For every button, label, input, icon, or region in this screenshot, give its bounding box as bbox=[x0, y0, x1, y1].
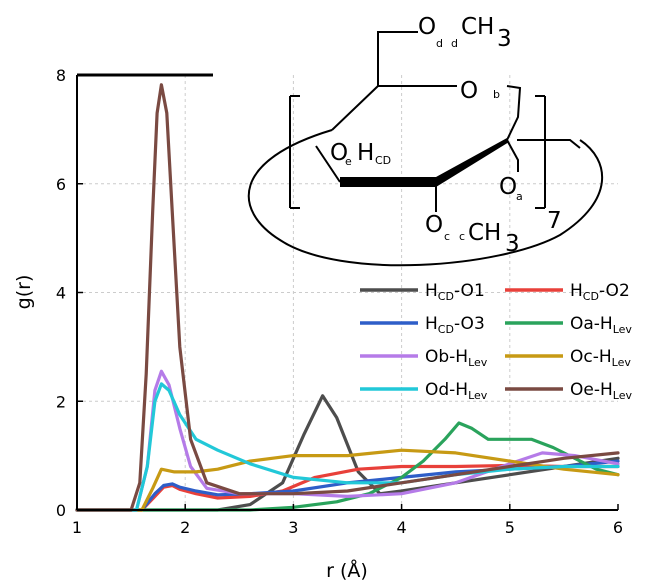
top-o: O bbox=[418, 14, 436, 40]
hydroxyl-o: O bbox=[330, 140, 348, 166]
hydroxyl-sub-cd: CD bbox=[375, 154, 391, 167]
ring-o: O bbox=[460, 78, 478, 104]
y-tick-label: 0 bbox=[56, 501, 66, 520]
series-line-oe-hlev bbox=[75, 83, 620, 512]
legend-label: Oa-HLev bbox=[570, 314, 632, 336]
ring-o-sub: b bbox=[493, 88, 500, 101]
y-tick-label: 2 bbox=[56, 392, 66, 411]
ring-bold-edge bbox=[340, 138, 509, 187]
x-axis-title: r (Å) bbox=[326, 559, 368, 582]
series-line-hcd-o1 bbox=[75, 394, 620, 512]
ticks: 1 2 3 4 5 6 0 2 4 6 8 bbox=[56, 66, 623, 537]
top-sub-d1: d bbox=[436, 37, 443, 50]
y-tick-label: 8 bbox=[56, 66, 66, 85]
bottom-sub-c2: c bbox=[459, 230, 465, 243]
legend-label: HCD-O1 bbox=[425, 281, 485, 303]
bottom-three: 3 bbox=[505, 231, 520, 257]
x-tick-label: 5 bbox=[505, 518, 515, 537]
series-line-oc-hlev bbox=[75, 448, 620, 512]
legend-label: Od-HLev bbox=[425, 380, 488, 402]
y-tick-label: 4 bbox=[56, 284, 66, 303]
legend-label: HCD-O2 bbox=[570, 281, 630, 303]
series-line-oa-hlev bbox=[75, 421, 620, 512]
bottom-ch: CH bbox=[468, 220, 501, 246]
series-lines bbox=[75, 83, 620, 512]
top-ch: CH bbox=[461, 14, 494, 40]
y-tick-label: 6 bbox=[56, 175, 66, 194]
hydroxyl-h: H bbox=[357, 140, 374, 166]
legend-label: HCD-O3 bbox=[425, 314, 485, 336]
top-three: 3 bbox=[497, 26, 512, 52]
x-tick-label: 4 bbox=[397, 518, 407, 537]
legend: HCD-O1 HCD-O2 HCD-O3 Oa-HLev Ob-HLev Oc-HLev O… bbox=[360, 281, 632, 402]
hydroxyl-sub-e: e bbox=[345, 155, 352, 168]
glycosidic-o: O bbox=[499, 174, 517, 200]
legend-label: Ob-HLev bbox=[425, 347, 488, 369]
glycosidic-o-sub: a bbox=[516, 190, 523, 203]
glucose-unit-structure: O d d CH 3 O b O e H CD O a O c c CH 3 7 bbox=[247, 14, 603, 267]
top-sub-d2: d bbox=[451, 37, 458, 50]
y-axis-title: g(r) bbox=[13, 275, 35, 310]
legend-label: Oe-HLev bbox=[570, 380, 632, 402]
bottom-o: O bbox=[425, 212, 443, 238]
x-tick-label: 6 bbox=[613, 518, 623, 537]
legend-label: Oc-HLev bbox=[570, 347, 631, 369]
repeat-count: 7 bbox=[547, 208, 562, 234]
x-tick-label: 3 bbox=[288, 518, 298, 537]
bottom-sub-c1: c bbox=[444, 230, 450, 243]
x-tick-label: 1 bbox=[72, 518, 82, 537]
cavity-outline bbox=[247, 129, 603, 267]
x-tick-label: 2 bbox=[180, 518, 190, 537]
